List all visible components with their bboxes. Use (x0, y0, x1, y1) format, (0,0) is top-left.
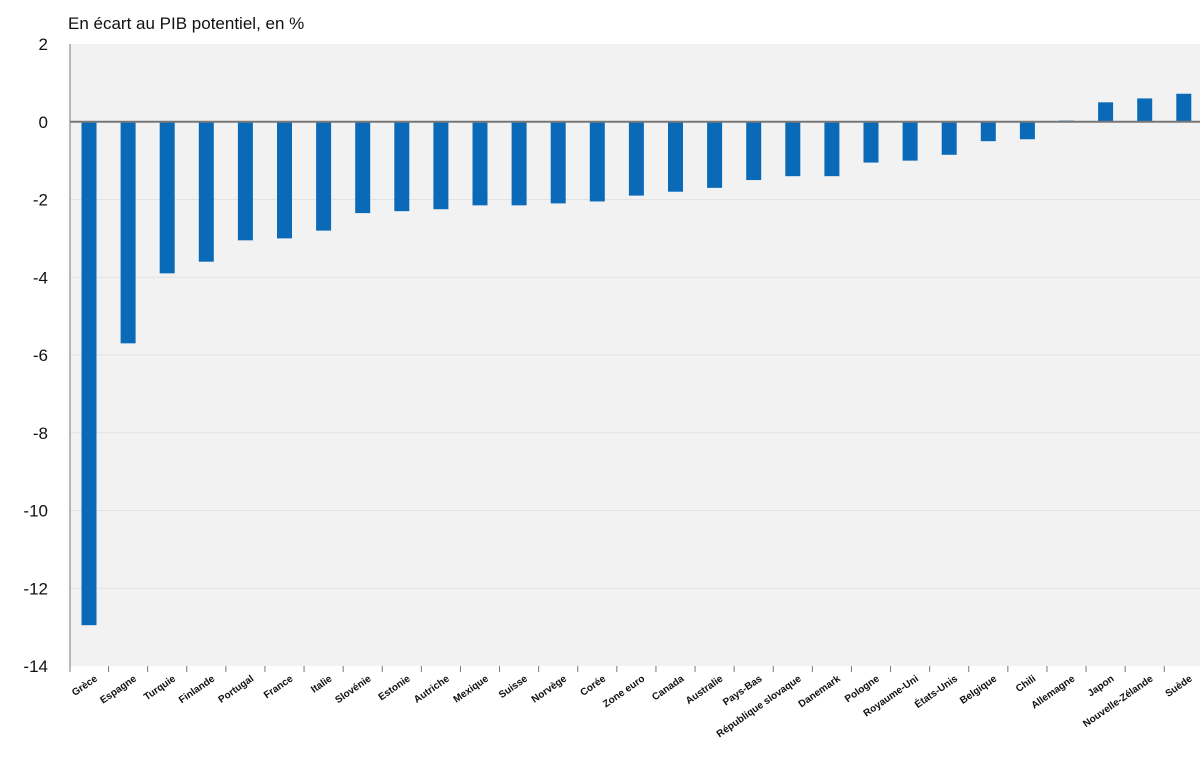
x-tick-label: Espagne (98, 673, 139, 706)
x-tick-label: Suède (1164, 673, 1195, 699)
x-tick-label: Chili (1014, 673, 1038, 695)
x-tick-label: Suisse (497, 673, 530, 701)
bar (1098, 102, 1114, 122)
x-tick-label: Zone euro (601, 673, 647, 710)
bar (902, 121, 918, 161)
y-tick-label: -8 (33, 424, 48, 443)
gridlines (70, 199, 1200, 589)
x-tick-label: Mexique (452, 673, 491, 705)
bar (277, 121, 292, 239)
y-tick-label: -6 (33, 346, 48, 365)
x-tick-label: Grèce (70, 673, 100, 699)
bar (433, 121, 449, 210)
bar (785, 121, 801, 177)
x-tick-label: Danemark (797, 673, 843, 710)
x-tick-label: Australie (684, 673, 726, 707)
bar (628, 121, 644, 196)
chart-title: En écart au PIB potentiel, en % (68, 14, 305, 33)
x-tick-label: Finlande (177, 673, 217, 706)
x-tick-label: Italie (309, 673, 334, 695)
x-tick-label: États-Unis (912, 672, 960, 711)
bar (120, 121, 136, 344)
x-tick-label: Canada (650, 673, 686, 703)
x-tick-label: Allemagne (1029, 673, 1077, 711)
x-tick-label: Portugal (217, 673, 257, 705)
bar (980, 121, 996, 142)
bar (824, 121, 840, 177)
y-tick-label: -10 (23, 502, 48, 521)
bar (198, 121, 214, 262)
bar (511, 121, 527, 206)
bar (316, 121, 332, 231)
y-tick-label: -4 (33, 268, 48, 287)
y-axis-ticks: 2 0 -2 -4 -6 -8 -10 -12 -14 (23, 35, 48, 676)
bar (355, 121, 371, 214)
y-tick-label: -14 (23, 657, 48, 676)
bar (237, 121, 253, 241)
bar (472, 121, 488, 206)
bar (863, 121, 879, 163)
bar (941, 121, 957, 155)
x-tick-label: Slovénie (333, 673, 373, 706)
bar (1137, 98, 1153, 122)
x-tick-label: France (262, 673, 296, 701)
y-tick-label: -2 (33, 191, 48, 210)
y-tick-label: 2 (39, 35, 48, 54)
y-tick-label: 0 (39, 113, 48, 132)
bar (746, 121, 762, 181)
x-tick-label: Nouvelle-Zélande (1081, 673, 1155, 730)
bar (589, 121, 605, 202)
x-tick-label: Corée (578, 673, 608, 699)
bars (81, 93, 1192, 626)
x-tick-label: Turquie (142, 673, 178, 703)
bar (394, 121, 410, 212)
y-tick-label: -12 (23, 579, 48, 598)
x-tick-label: Belgique (958, 673, 999, 706)
x-tick-label: Autriche (412, 673, 452, 706)
bar (668, 121, 683, 192)
bar (1019, 121, 1035, 140)
bar (81, 121, 97, 626)
x-tick-label: Japon (1086, 673, 1116, 699)
bar (1176, 93, 1192, 122)
x-tick-label: Estonie (377, 673, 413, 703)
bar (550, 121, 566, 204)
x-tick-label: Norvège (530, 673, 569, 705)
bar (159, 121, 175, 274)
bar (707, 121, 723, 188)
